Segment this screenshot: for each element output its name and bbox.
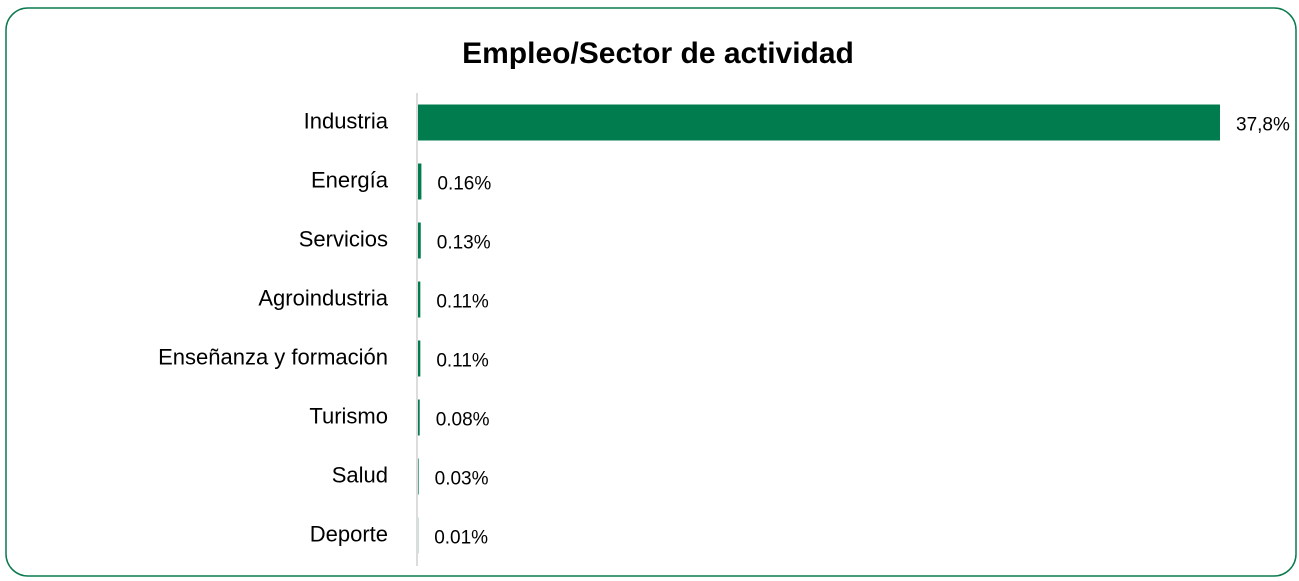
bar: [418, 399, 420, 436]
chart-frame: [5, 7, 1297, 577]
category-label: Industria: [304, 108, 389, 133]
category-label: Salud: [332, 462, 388, 487]
data-label: 37,8%: [1236, 115, 1290, 136]
data-label: 0.08%: [436, 410, 490, 431]
bar: [418, 458, 419, 495]
data-label: 0.16%: [437, 174, 491, 195]
data-label: 0.01%: [434, 528, 488, 549]
data-label: 0.11%: [436, 292, 489, 313]
category-label: Turismo: [309, 403, 388, 428]
bar: [418, 340, 421, 377]
bar: [418, 163, 422, 200]
category-label: Servicios: [299, 226, 388, 251]
category-label: Enseñanza y formación: [158, 344, 388, 369]
data-label: 0.03%: [435, 469, 489, 490]
category-label: Agroindustria: [258, 285, 388, 310]
chart-title: Empleo/Sector de actividad: [462, 37, 854, 70]
data-label: 0.11%: [436, 351, 489, 372]
bar: [418, 281, 421, 318]
data-label: 0.13%: [437, 233, 491, 254]
category-label: Deporte: [310, 521, 388, 546]
bar: [418, 104, 1220, 141]
category-label: Energía: [311, 167, 389, 192]
bar: [418, 222, 421, 259]
